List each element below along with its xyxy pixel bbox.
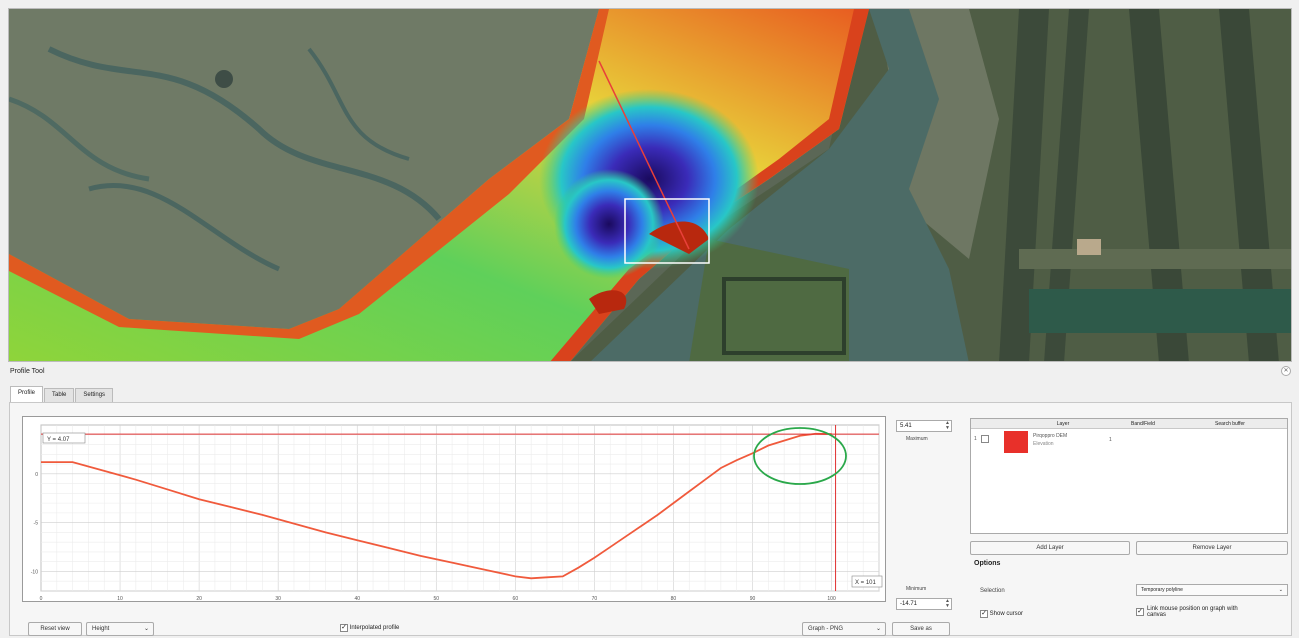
- y-readout: Y = 4.07: [47, 437, 70, 443]
- x-tick-label: 40: [354, 596, 360, 602]
- x-tick-label: 10: [117, 596, 123, 602]
- tab-bar: Profile Table Settings: [10, 386, 114, 402]
- export-format-select[interactable]: Graph - PNG ⌄: [802, 622, 886, 636]
- selection-value: Temporary polyline: [1141, 587, 1183, 593]
- layer-color-swatch[interactable]: [1004, 431, 1028, 453]
- col-layer: Layer: [1056, 421, 1070, 427]
- layer-table: Layer Band/Field Search buffer 1 Pirqopp…: [970, 418, 1288, 534]
- x-tick-label: 70: [592, 596, 598, 602]
- mode-value: Height: [92, 626, 110, 632]
- spin-arrows-icon[interactable]: ▲ ▼: [945, 420, 950, 431]
- profile-line[interactable]: [598, 60, 690, 250]
- profile-line-series: [41, 432, 832, 580]
- x-tick-label: 60: [513, 596, 519, 602]
- max-value: 5.41: [900, 423, 912, 429]
- interpolated-checkbox[interactable]: ✓: [340, 624, 348, 632]
- selection-select[interactable]: Temporary polyline ⌄: [1136, 584, 1288, 596]
- interpolated-label: Interpolated profile: [349, 625, 400, 631]
- layer-row[interactable]: 1 Pirqoppro DEM Elevation 1: [971, 431, 1287, 455]
- mode-select[interactable]: Height ⌄: [86, 622, 154, 636]
- y-tick-label: -10: [31, 569, 38, 575]
- max-spinbox[interactable]: 5.41 ▲ ▼: [896, 420, 952, 432]
- tab-settings[interactable]: Settings: [75, 388, 114, 402]
- x-tick-label: 20: [196, 596, 202, 602]
- plot-border: [40, 424, 880, 592]
- tab-profile[interactable]: Profile: [10, 386, 44, 402]
- layer-band: 1: [1109, 437, 1112, 443]
- y-tick-label: -5: [34, 521, 39, 527]
- save-as-button[interactable]: Save as: [892, 622, 950, 636]
- x-readout: X = 101: [855, 580, 877, 586]
- zoom-highlight-box: [624, 198, 710, 264]
- link-mouse-option[interactable]: ✓ Link mouse position on graph with canv…: [1136, 606, 1246, 618]
- min-spinbox[interactable]: -14.71 ▲ ▼: [896, 598, 952, 610]
- show-cursor-checkbox[interactable]: ✓: [980, 610, 988, 618]
- export-format-value: Graph - PNG: [808, 626, 844, 632]
- x-tick-label: 50: [434, 596, 440, 602]
- highlight-ellipse: [753, 427, 847, 485]
- remove-layer-button[interactable]: Remove Layer: [1136, 541, 1288, 555]
- chevron-down-icon: ⌄: [875, 626, 881, 632]
- selection-label: Selection: [980, 588, 1005, 594]
- layer-subtitle: Elevation: [1033, 441, 1054, 447]
- x-tick-label: 30: [275, 596, 281, 602]
- chevron-down-icon: ⌄: [143, 626, 149, 632]
- reset-view-button[interactable]: Reset view: [28, 622, 82, 636]
- profile-plot[interactable]: 0 -5 -10 0 10 20 30 40 50 60 70 80 90 100 Y = 4.07 X…: [22, 416, 886, 602]
- map-canvas[interactable]: [8, 8, 1292, 362]
- interpolated-option[interactable]: ✓ Interpolated profile: [340, 624, 399, 632]
- layer-table-header: Layer Band/Field Search buffer: [971, 419, 1287, 429]
- plot-grid: [40, 424, 880, 592]
- x-tick-labels: 0 10 20 30 40 50 60 70 80 90 100: [40, 596, 836, 602]
- spin-arrows-icon[interactable]: ▲ ▼: [945, 598, 950, 609]
- layer-index: 1: [974, 436, 977, 442]
- max-label: Maximum: [906, 436, 928, 442]
- x-tick-label: 80: [671, 596, 677, 602]
- min-label: Minimum: [906, 586, 927, 592]
- tab-table[interactable]: Table: [44, 388, 75, 402]
- link-mouse-label: Link mouse position on graph with canvas: [1147, 606, 1238, 618]
- close-icon[interactable]: ✕: [1281, 366, 1291, 376]
- x-tick-label: 90: [750, 596, 756, 602]
- show-cursor-label: Show cursor: [989, 611, 1024, 617]
- layer-visible-checkbox[interactable]: [981, 435, 989, 443]
- x-tick-label: 0: [40, 596, 43, 602]
- col-band: Band/Field: [1131, 421, 1155, 427]
- add-layer-button[interactable]: Add Layer: [970, 541, 1130, 555]
- link-mouse-checkbox[interactable]: ✓: [1136, 608, 1144, 616]
- col-buffer: Search buffer: [1215, 421, 1245, 427]
- chevron-down-icon: ⌄: [1278, 587, 1283, 593]
- x-tick-label: 100: [827, 596, 836, 602]
- options-title: Options: [974, 560, 1001, 567]
- layer-name: Pirqoppro DEM: [1033, 433, 1068, 439]
- y-tick-labels: 0 -5 -10: [31, 472, 38, 576]
- y-tick-label: 0: [35, 472, 38, 478]
- show-cursor-option[interactable]: ✓ Show cursor: [980, 610, 1023, 618]
- min-value: -14.71: [900, 601, 918, 607]
- panel-title: Profile Tool: [10, 368, 45, 375]
